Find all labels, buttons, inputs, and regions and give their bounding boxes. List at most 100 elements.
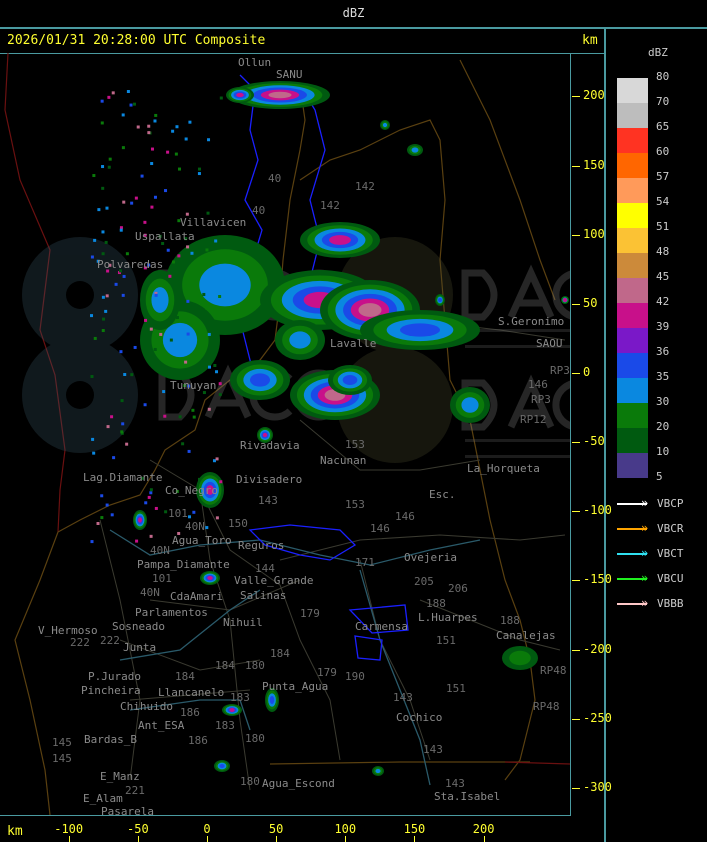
place-label: Polvaredas <box>97 258 163 271</box>
route-number: 146 <box>395 510 415 523</box>
window-title: dBZ <box>0 0 707 29</box>
legend-label: 35 <box>656 370 670 383</box>
legend-title: dBZ <box>648 46 668 59</box>
echo-pixel <box>108 263 112 267</box>
x-tick-mark <box>207 836 208 842</box>
x-tick-mark <box>276 836 278 842</box>
legend-label: 10 <box>656 445 670 458</box>
place-label: Bardas_B <box>84 733 137 746</box>
echo-pixel <box>215 370 219 374</box>
road <box>129 689 251 701</box>
echo-cell <box>411 147 419 153</box>
echo-pixel <box>120 430 124 434</box>
x-tick-mark <box>345 836 347 842</box>
arrow-icon <box>617 553 647 555</box>
route-number: 184 <box>270 647 290 660</box>
arrowhead-icon: » <box>641 596 649 610</box>
y-tick-mark <box>572 303 580 305</box>
echo-pixel <box>105 206 109 210</box>
echo-pixel <box>105 294 109 298</box>
echo-pixel <box>125 252 129 256</box>
legend-label: 30 <box>656 395 670 408</box>
echo-pixel <box>105 503 109 507</box>
echo-pixel <box>197 167 201 171</box>
place-label: Pampa_Diamante <box>137 558 230 571</box>
y-tick-label: -250 <box>583 710 612 725</box>
place-label: Agua_Toro <box>172 534 232 547</box>
place-label: Cochico <box>396 711 442 724</box>
place-label: Pasarela <box>101 805 154 815</box>
irrigation-area-outline <box>248 524 357 561</box>
legend-label: 36 <box>656 345 670 358</box>
route-number: 183 <box>215 719 235 732</box>
y-tick-mark <box>572 718 580 720</box>
echo-pixel <box>90 375 94 379</box>
legend-swatch-70 <box>617 103 648 128</box>
dbz-legend: dBZ 80 70 65 60 57 54 51 48 45 42 39 36 35 30 20 10 5 » V… <box>606 29 707 842</box>
route-number: 40N <box>140 586 160 599</box>
x-tick-mark <box>414 836 416 842</box>
route-number: 143 <box>258 494 278 507</box>
y-tick-mark <box>572 580 580 582</box>
echo-pixel <box>188 515 192 519</box>
map-layers <box>4 53 570 815</box>
echo-pixel <box>101 329 105 333</box>
radar-map[interactable]: Ollun SANU Uspallata Villavicen Polvaredas La… <box>0 53 571 816</box>
place-label: Canalejas <box>496 629 556 642</box>
route-number: 151 <box>446 682 466 695</box>
place-label: Lavalle <box>330 337 376 350</box>
route-number: 179 <box>300 607 320 620</box>
echo-cell <box>438 298 442 302</box>
echo-pixel <box>197 172 201 176</box>
place-label: Esc. <box>429 488 456 501</box>
x-tick-label: -100 <box>54 822 84 836</box>
y-tick-mark <box>572 373 580 374</box>
echo-pixel <box>121 146 125 150</box>
y-tick-label: -50 <box>583 434 605 449</box>
echo-pixel <box>143 403 147 407</box>
legend-swatch-42 <box>617 303 648 328</box>
legend-swatch-54 <box>617 203 648 228</box>
echo-pixel <box>92 451 96 455</box>
echo-pixel <box>202 292 206 296</box>
route-number: 206 <box>448 582 468 595</box>
route-number: 180 <box>240 775 260 788</box>
y-tick-label: -200 <box>583 641 612 656</box>
route-number: 188 <box>500 614 520 627</box>
echo-pixel <box>214 239 218 243</box>
echo-pixel <box>133 345 137 349</box>
echo-pixel <box>90 540 94 544</box>
echo-pixel <box>207 407 211 411</box>
echo-pixel <box>163 414 167 418</box>
route-number: 146 <box>370 522 390 535</box>
echo-pixel <box>174 152 178 156</box>
place-label: Nacunan <box>320 454 366 467</box>
echo-pixel <box>91 437 95 441</box>
echo-pixel <box>171 260 175 264</box>
legend-label: 42 <box>656 295 670 308</box>
legend-label: 45 <box>656 270 670 283</box>
echo-pixel <box>175 125 179 129</box>
panel-divider <box>604 29 606 842</box>
echo-cell <box>199 263 251 307</box>
echo-pixel <box>150 205 154 209</box>
echo-cell <box>269 696 275 704</box>
route-number: 221 <box>125 784 145 797</box>
legend-label: 51 <box>656 220 670 233</box>
radar-label: VBCP <box>657 497 684 510</box>
route-number: 205 <box>414 575 434 588</box>
echo-pixel <box>150 147 154 151</box>
route-number: 180 <box>245 732 265 745</box>
echo-pixel <box>122 274 126 278</box>
echo-pixel <box>136 125 140 129</box>
echo-pixel <box>97 208 101 212</box>
echo-pixel <box>177 219 181 223</box>
echo-pixel <box>101 165 105 169</box>
echo-pixel <box>186 245 190 249</box>
echo-cell <box>138 517 142 523</box>
echo-pixel <box>130 373 134 377</box>
road <box>419 599 561 651</box>
echo-cell <box>151 287 169 313</box>
y-tick-label: 50 <box>583 295 598 310</box>
